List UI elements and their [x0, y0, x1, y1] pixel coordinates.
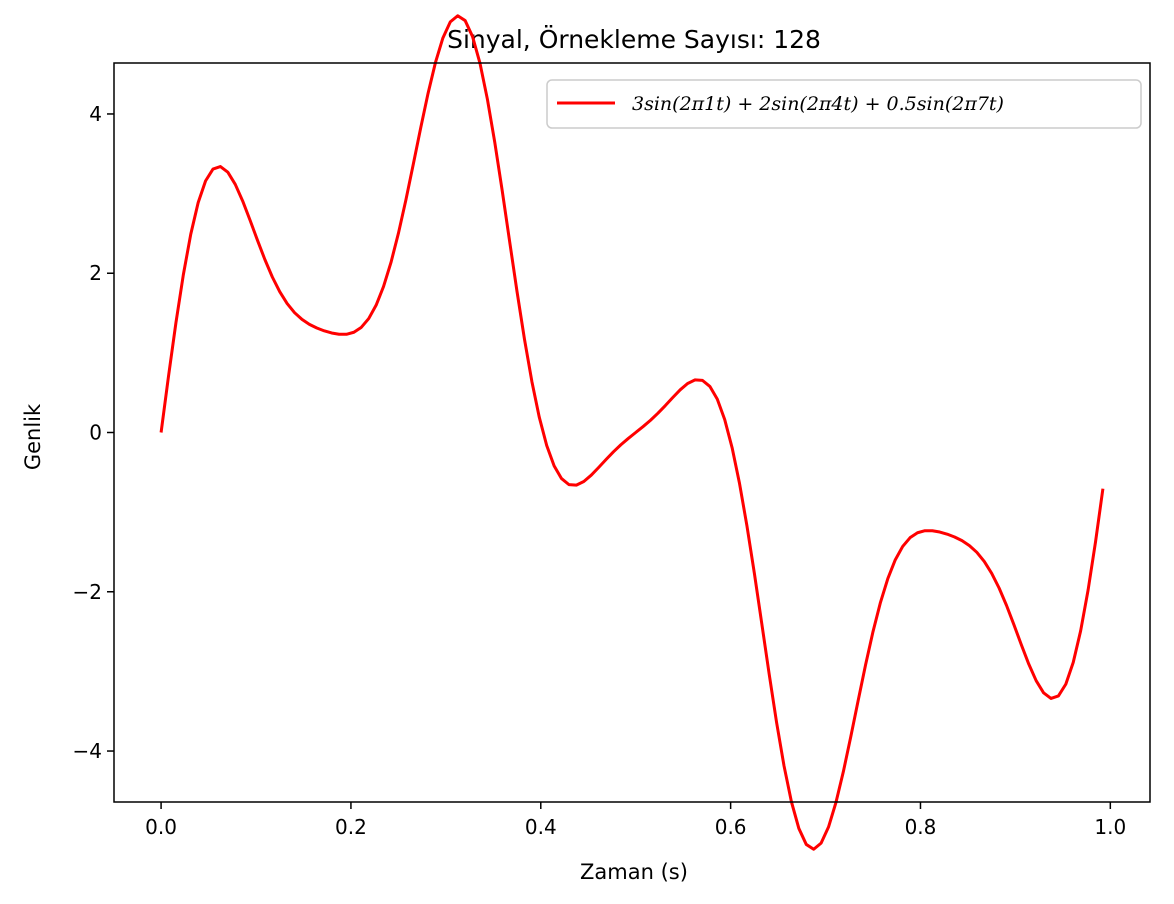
- plot-area: [114, 63, 1150, 802]
- x-tick-label: 1.0: [1094, 815, 1126, 839]
- series-line-0: [159, 14, 1105, 851]
- y-tick-label: 0: [89, 421, 102, 445]
- y-axis-label: Genlik: [21, 403, 45, 470]
- y-tick-label: −2: [73, 580, 102, 604]
- legend-label: 3sin(2π1t) + 2sin(2π4t) + 0.5sin(2π7t): [632, 93, 1004, 115]
- y-tick-label: 4: [89, 102, 102, 126]
- series-layer: [159, 14, 1105, 851]
- x-tick-label: 0.0: [145, 815, 177, 839]
- x-tick-label: 0.2: [335, 815, 367, 839]
- plot-background: [114, 63, 1150, 802]
- x-tick-label: 0.4: [525, 815, 557, 839]
- chart-title: Sinyal, Örnekleme Sayısı: 128: [447, 25, 821, 54]
- y-axis-ticks: −4 −2 0 2 4: [73, 102, 114, 763]
- x-axis-label: Zaman (s): [580, 860, 688, 884]
- x-axis-ticks: 0.0 0.2 0.4 0.6 0.8 1.0: [145, 802, 1126, 839]
- x-tick-label: 0.8: [905, 815, 937, 839]
- y-tick-label: 2: [89, 261, 102, 285]
- y-tick-label: −4: [73, 739, 102, 763]
- plot-frame: [113, 62, 1151, 803]
- legend-box: [546, 79, 1142, 129]
- legend[interactable]: 3sin(2π1t) + 2sin(2π4t) + 0.5sin(2π7t): [546, 79, 1142, 129]
- x-tick-label: 0.6: [715, 815, 747, 839]
